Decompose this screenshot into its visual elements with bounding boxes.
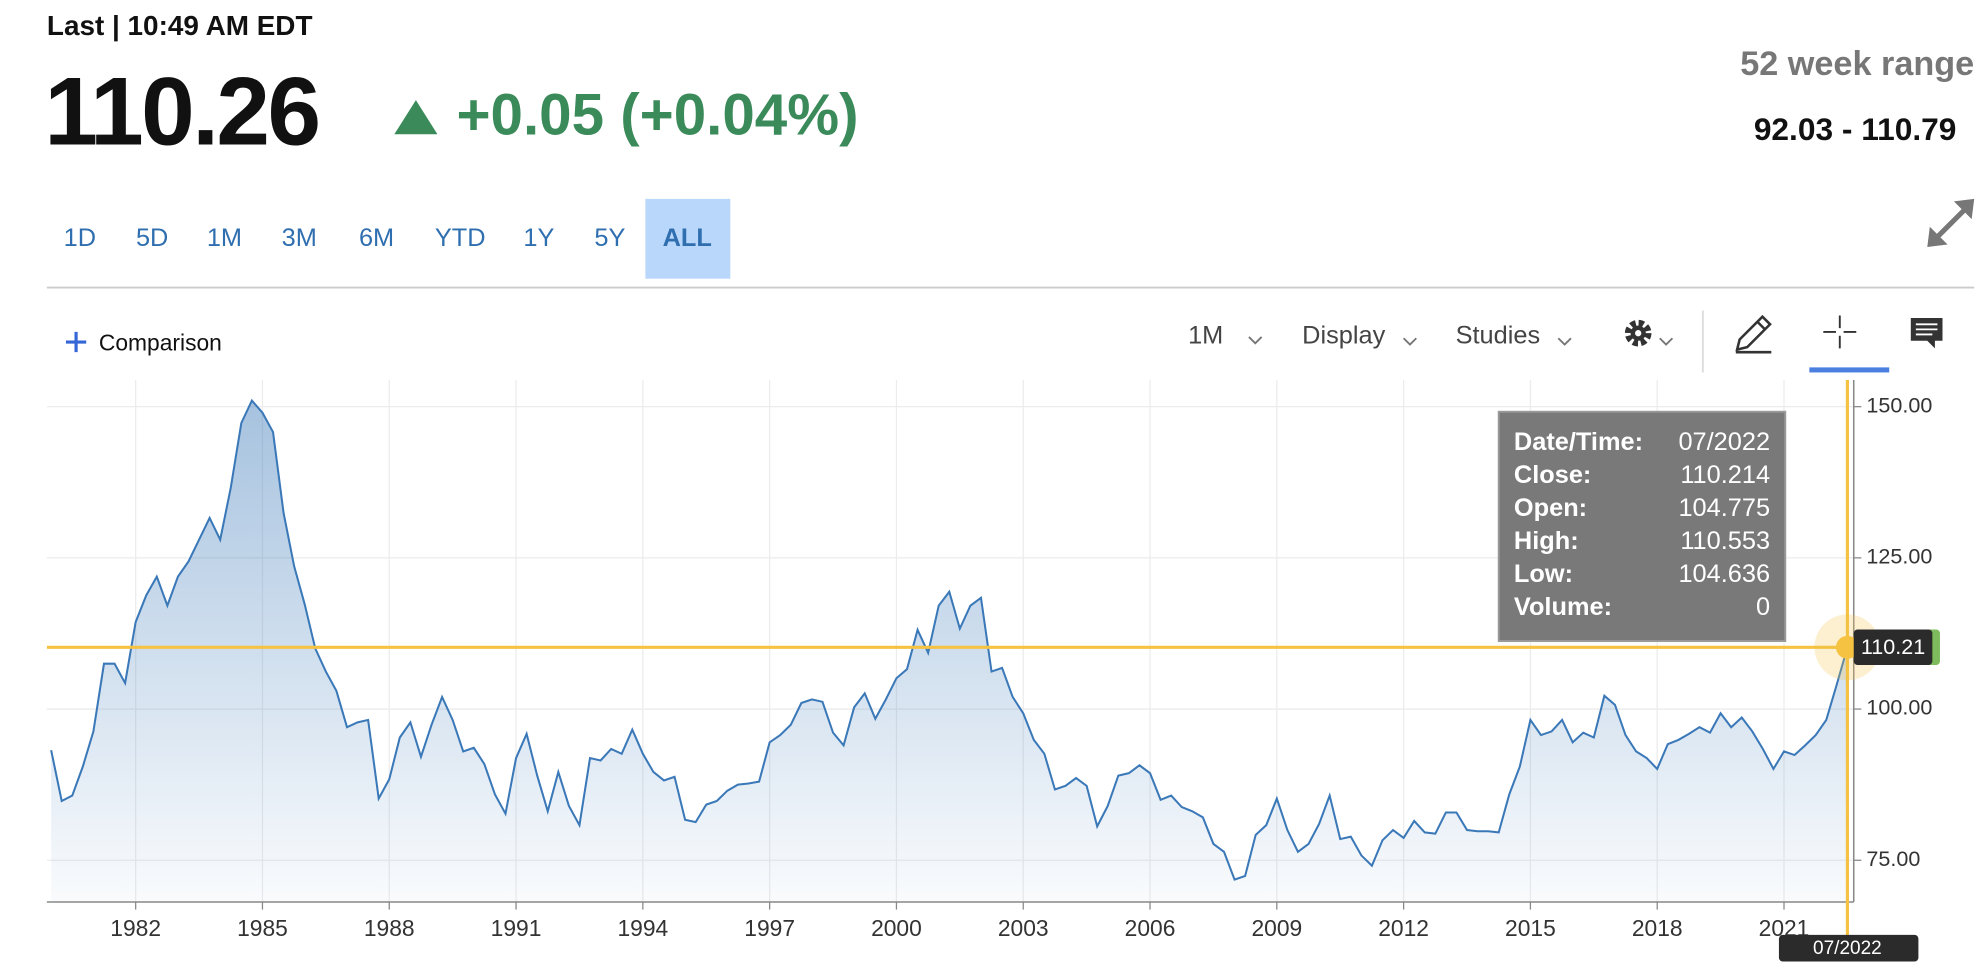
x-tick-label: 1991 xyxy=(491,915,542,941)
x-tick-label: 2009 xyxy=(1251,915,1302,941)
crosshair-y-label: 110.21 xyxy=(1861,635,1925,659)
tab-label: 1Y xyxy=(523,224,554,252)
tooltip-value: 104.636 xyxy=(1678,560,1770,588)
studies-label: Studies xyxy=(1456,322,1541,350)
x-tick-label: 1988 xyxy=(364,915,415,941)
price-line xyxy=(50,398,1849,881)
tooltip-key: Close: xyxy=(1514,461,1591,489)
chevron xyxy=(1557,337,1572,346)
gear-hole xyxy=(1635,330,1642,337)
studies-menu[interactable]: Studies xyxy=(1456,322,1572,350)
y-tick-label: 75.00 xyxy=(1866,847,1920,871)
crosshair-x-tag xyxy=(1778,934,1919,962)
range-tab[interactable]: 5Y xyxy=(594,224,625,252)
tooltip-key: Open: xyxy=(1514,494,1587,522)
range-tab[interactable]: ALL xyxy=(645,198,731,279)
tab-label: 1M xyxy=(207,224,242,252)
range-tab[interactable]: 1D xyxy=(64,224,96,252)
tab-label: 3M xyxy=(282,224,317,252)
tab-label: 5D xyxy=(136,224,168,252)
range-tab[interactable]: 3M xyxy=(282,224,317,252)
range-value: 92.03 - 110.79 xyxy=(1754,111,1957,147)
interval-menu[interactable]: 1M xyxy=(1188,322,1263,350)
tab-label: 6M xyxy=(359,224,394,252)
tooltip-key: Low: xyxy=(1514,560,1573,588)
tooltip-key: High: xyxy=(1514,527,1579,555)
chevron xyxy=(1248,336,1263,345)
x-tick-label: 2018 xyxy=(1632,915,1683,941)
x-tick-label: 1985 xyxy=(237,915,288,941)
chevron xyxy=(1659,337,1674,346)
range-tab[interactable]: 1Y xyxy=(523,224,554,252)
x-tick-label: 2006 xyxy=(1125,915,1176,941)
range-tabs: 1D 5D 1M 3M 6M YTD 1Y 5Y ALL xyxy=(64,198,731,279)
comparison-label: Comparison xyxy=(99,330,222,356)
interval-label: 1M xyxy=(1188,322,1223,350)
x-tick-label: 2015 xyxy=(1505,915,1556,941)
y-tick-label: 100.00 xyxy=(1866,696,1932,720)
settings-menu[interactable] xyxy=(1624,319,1674,347)
gear-teeth xyxy=(1624,319,1652,347)
tooltip-value: 104.775 xyxy=(1678,494,1770,522)
range-tab[interactable]: 5D xyxy=(136,224,168,252)
active-tab-bg xyxy=(645,198,731,279)
range-tab[interactable]: 1M xyxy=(207,224,242,252)
tooltip-bg xyxy=(1497,410,1787,642)
crosshair-point xyxy=(1835,635,1859,659)
last-time: Last | 10:49 AM EDT xyxy=(47,10,313,41)
price-area xyxy=(51,400,1848,902)
up-arrow xyxy=(394,100,438,135)
plus-icon xyxy=(65,331,87,353)
x-tick-label: 1982 xyxy=(110,915,161,941)
x-tick-label: 1997 xyxy=(744,915,795,941)
active-tool-indicator xyxy=(1809,367,1890,373)
chevron xyxy=(1402,337,1417,346)
tab-label: 1D xyxy=(64,224,96,252)
tab-label: ALL xyxy=(663,224,712,252)
tooltip: Date/Time: 07/2022 Close: 110.214 Open: 104.7… xyxy=(1497,410,1787,642)
tooltip-key: Date/Time: xyxy=(1514,428,1643,456)
y-tick-label: 150.00 xyxy=(1866,393,1932,417)
range-label: 52 week range xyxy=(1740,45,1974,83)
crosshair-x-label: 07/2022 xyxy=(1813,938,1882,959)
tooltip-value: 07/2022 xyxy=(1678,428,1770,456)
price-change: +0.05 (+0.04%) xyxy=(456,83,858,148)
display-label: Display xyxy=(1302,322,1385,350)
crosshair-y-tag xyxy=(1853,629,1933,666)
x-tick-label: 2003 xyxy=(998,915,1049,941)
range-tab[interactable]: 6M xyxy=(359,224,394,252)
price-chart: 75.00 100.00 125.00 150.00 1982 1985 1988 1991 1… xyxy=(46,380,1940,962)
crosshair-tool[interactable] xyxy=(1823,315,1857,349)
x-tick-label: 2012 xyxy=(1378,915,1429,941)
x-tick-label: 1994 xyxy=(617,915,668,941)
x-tick-label: 2000 xyxy=(871,915,922,941)
draw-tool[interactable] xyxy=(1735,314,1772,354)
display-menu[interactable]: Display xyxy=(1302,322,1417,350)
tab-label: YTD xyxy=(435,224,486,252)
tab-label: 5Y xyxy=(594,224,625,252)
y-tick-label: 125.00 xyxy=(1866,545,1932,569)
price: 110.26 xyxy=(44,59,318,166)
tooltip-key: Volume: xyxy=(1514,593,1612,621)
comparison-button[interactable]: Comparison xyxy=(65,330,222,356)
comment-tool[interactable] xyxy=(1910,317,1943,349)
tooltip-value: 110.214 xyxy=(1680,461,1770,489)
tooltip-value: 0 xyxy=(1756,593,1770,621)
tooltip-value: 110.553 xyxy=(1680,527,1770,555)
range-tab[interactable]: YTD xyxy=(435,224,486,252)
expand-icon[interactable] xyxy=(1927,198,1975,248)
